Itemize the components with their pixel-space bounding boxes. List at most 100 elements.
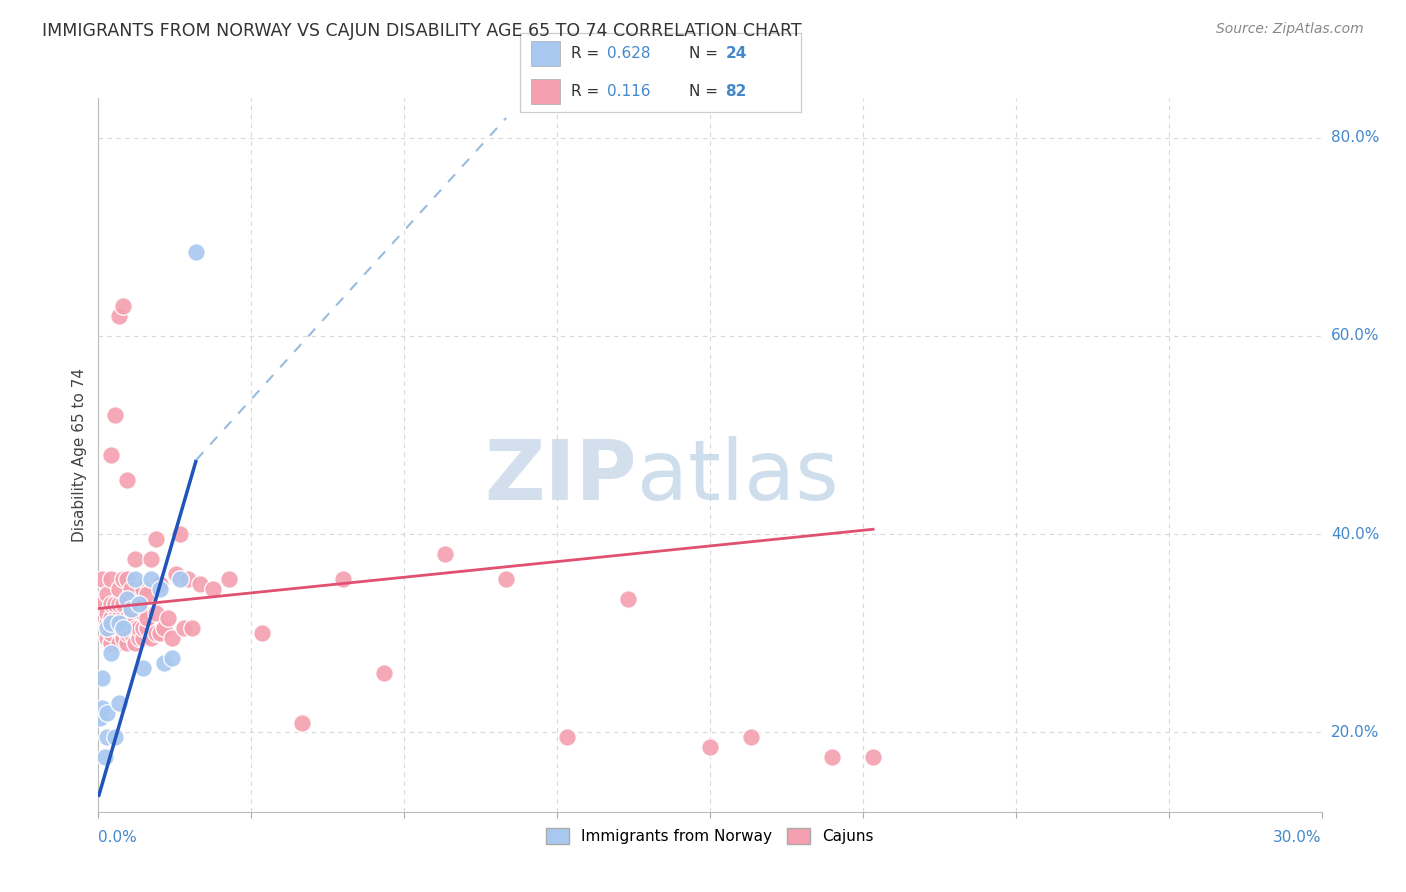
- Point: [740, 731, 762, 745]
- Point: [104, 731, 127, 745]
- Point: [104, 597, 127, 611]
- Point: [136, 587, 159, 601]
- Point: [141, 572, 163, 586]
- Point: [108, 597, 131, 611]
- Point: [115, 611, 138, 625]
- Text: 60.0%: 60.0%: [1331, 328, 1379, 343]
- Point: [173, 621, 195, 635]
- Point: [373, 665, 395, 680]
- Point: [115, 591, 138, 606]
- Point: [132, 661, 155, 675]
- Point: [120, 601, 142, 615]
- FancyBboxPatch shape: [531, 41, 560, 66]
- Point: [104, 611, 127, 625]
- Point: [149, 582, 172, 596]
- Point: [96, 731, 118, 745]
- Y-axis label: Disability Age 65 to 74: Disability Age 65 to 74: [72, 368, 87, 542]
- Point: [91, 597, 114, 611]
- Point: [108, 616, 131, 631]
- Point: [120, 626, 142, 640]
- Point: [108, 696, 131, 710]
- Text: 80.0%: 80.0%: [1331, 130, 1379, 145]
- Point: [96, 621, 118, 635]
- Point: [124, 621, 146, 635]
- Point: [145, 626, 167, 640]
- Text: 0.116: 0.116: [607, 84, 651, 99]
- Text: 24: 24: [725, 45, 747, 61]
- Point: [100, 616, 122, 631]
- Point: [160, 651, 183, 665]
- Point: [100, 611, 122, 625]
- Point: [821, 750, 844, 764]
- Point: [120, 582, 142, 596]
- Point: [111, 597, 134, 611]
- Point: [115, 626, 138, 640]
- Point: [152, 656, 174, 670]
- Point: [128, 632, 150, 646]
- Point: [132, 621, 155, 635]
- Text: 82: 82: [725, 84, 747, 99]
- Point: [495, 572, 517, 586]
- Point: [332, 572, 354, 586]
- Point: [120, 601, 142, 615]
- Point: [111, 611, 134, 625]
- Point: [128, 621, 150, 635]
- Point: [181, 621, 204, 635]
- Point: [104, 409, 127, 423]
- Point: [124, 572, 146, 586]
- Point: [617, 591, 640, 606]
- Point: [145, 532, 167, 546]
- Point: [93, 750, 115, 764]
- Point: [96, 607, 118, 621]
- Point: [96, 616, 118, 631]
- Point: [91, 611, 114, 625]
- Point: [128, 597, 150, 611]
- Point: [111, 632, 134, 646]
- Point: [218, 572, 240, 586]
- Point: [115, 636, 138, 650]
- Text: atlas: atlas: [637, 436, 838, 516]
- Point: [100, 597, 122, 611]
- Text: IMMIGRANTS FROM NORWAY VS CAJUN DISABILITY AGE 65 TO 74 CORRELATION CHART: IMMIGRANTS FROM NORWAY VS CAJUN DISABILI…: [42, 22, 801, 40]
- Point: [100, 646, 122, 660]
- Text: 30.0%: 30.0%: [1274, 830, 1322, 845]
- Text: ZIP: ZIP: [484, 436, 637, 516]
- Point: [165, 566, 187, 581]
- Point: [91, 671, 114, 685]
- Text: R =: R =: [571, 45, 605, 61]
- Point: [699, 740, 721, 755]
- Text: N =: N =: [689, 45, 723, 61]
- Point: [132, 632, 155, 646]
- Point: [100, 448, 122, 462]
- Point: [434, 547, 457, 561]
- Point: [111, 572, 134, 586]
- Point: [124, 597, 146, 611]
- Point: [100, 572, 122, 586]
- Point: [120, 616, 142, 631]
- Point: [291, 715, 314, 730]
- Point: [188, 576, 212, 591]
- Point: [132, 607, 155, 621]
- Point: [96, 706, 118, 720]
- Point: [115, 572, 138, 586]
- Point: [100, 626, 122, 640]
- Point: [124, 552, 146, 566]
- Point: [149, 626, 172, 640]
- Text: R =: R =: [571, 84, 605, 99]
- Point: [169, 572, 191, 586]
- Point: [132, 582, 155, 596]
- Point: [177, 572, 200, 586]
- Point: [862, 750, 884, 764]
- Point: [201, 582, 224, 596]
- Point: [111, 621, 134, 635]
- Text: 0.628: 0.628: [607, 45, 651, 61]
- Point: [96, 587, 118, 601]
- Point: [108, 309, 131, 323]
- Point: [141, 552, 163, 566]
- FancyBboxPatch shape: [531, 78, 560, 103]
- Point: [108, 582, 131, 596]
- Point: [250, 626, 273, 640]
- Point: [96, 632, 118, 646]
- Point: [91, 700, 114, 714]
- Point: [108, 611, 131, 625]
